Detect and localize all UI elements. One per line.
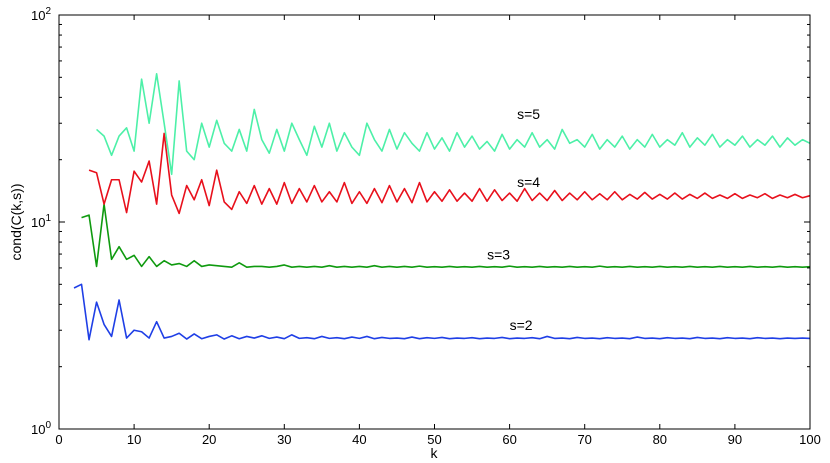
series-line-s-3 bbox=[81, 203, 811, 268]
x-tick-label: 70 bbox=[577, 432, 591, 447]
y-tick-label-exponent: 0 bbox=[45, 420, 51, 431]
x-tick-label: 30 bbox=[277, 432, 291, 447]
y-tick-label: 102 bbox=[31, 6, 51, 23]
y-axis-label: cond(C(k,s)) bbox=[8, 183, 24, 260]
x-tick-label: 90 bbox=[728, 432, 742, 447]
x-tick-label: 20 bbox=[202, 432, 216, 447]
series-label-s-4: s=4 bbox=[517, 174, 540, 190]
x-axis-label: k bbox=[431, 445, 439, 461]
y-tick-label-base: 10 bbox=[31, 215, 45, 230]
x-tick-label: 0 bbox=[55, 432, 62, 447]
y-tick-label-exponent: 1 bbox=[45, 213, 51, 224]
y-tick-label-base: 10 bbox=[31, 8, 45, 23]
x-axis: 0 10 20 30 40 50 60 70 80 90 100 bbox=[55, 15, 821, 447]
series-label-s-3: s=3 bbox=[487, 246, 510, 262]
x-tick-label: 80 bbox=[653, 432, 667, 447]
series-line-s-5 bbox=[96, 72, 811, 176]
y-tick-label-exponent: 2 bbox=[45, 6, 51, 17]
series-line-s-4 bbox=[88, 132, 811, 215]
y-tick-label: 101 bbox=[31, 213, 51, 230]
series-layer bbox=[73, 72, 811, 341]
series-label-s-5: s=5 bbox=[517, 106, 540, 122]
x-tick-label: 10 bbox=[127, 432, 141, 447]
x-tick-label: 60 bbox=[502, 432, 516, 447]
x-tick-label: 50 bbox=[427, 432, 441, 447]
series-line-s-2 bbox=[73, 283, 811, 341]
series-label-s-2: s=2 bbox=[510, 317, 533, 333]
x-tick-label: 100 bbox=[799, 432, 821, 447]
plot-frame bbox=[58, 14, 811, 430]
y-tick-label: 100 bbox=[31, 420, 51, 437]
series-labels: s=2 s=3 s=4 s=5 bbox=[487, 106, 540, 333]
x-tick-label: 40 bbox=[352, 432, 366, 447]
y-tick-label-base: 10 bbox=[31, 422, 45, 437]
